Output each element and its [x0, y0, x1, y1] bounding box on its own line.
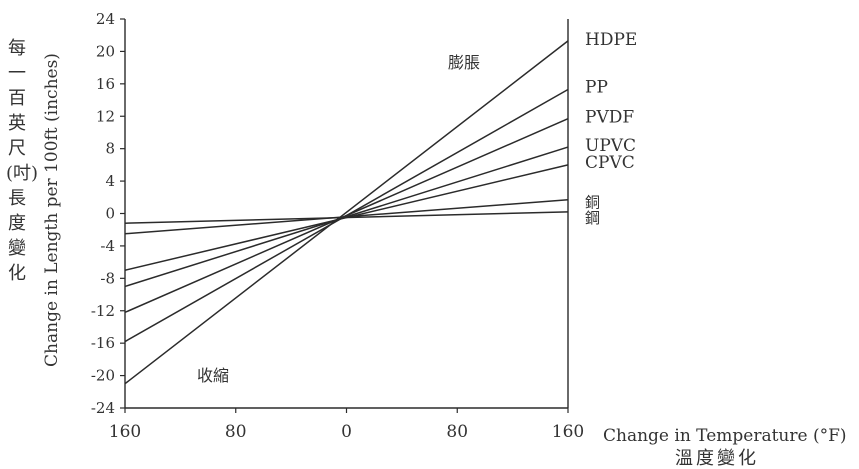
series-label: PVDF	[585, 108, 634, 128]
series-label: 鋼	[585, 209, 600, 227]
series-line-鋼	[124, 211, 569, 224]
x-axis-title: Change in Temperature (°F)	[603, 426, 847, 446]
y-tick-label: 24	[96, 10, 115, 28]
y-tick-label: 16	[96, 75, 115, 93]
x-axis: 160 80 0 80 160	[109, 408, 584, 442]
y-tick-label: 0	[105, 205, 115, 223]
y-tick-label: -16	[91, 334, 115, 352]
series-label: UPVC	[585, 136, 636, 156]
x-tick-label: 160	[109, 422, 141, 442]
annotation-expansion: 膨脹	[448, 53, 480, 72]
y-tick-label: 12	[96, 107, 115, 125]
y-axis: 24 20 16 12 8 4 0 -4 -8 -12 -16 -20 -24	[91, 10, 125, 417]
y-tick-label: 8	[105, 140, 115, 158]
y-tick-label: 20	[96, 42, 115, 60]
x-tick-label: 80	[446, 422, 468, 442]
series-label: PP	[585, 78, 608, 98]
x-axis-title-cjk: 溫度變化	[675, 448, 759, 469]
x-tick-label: 80	[225, 422, 247, 442]
y-tick-label: -8	[100, 269, 115, 287]
y-tick-label: -20	[91, 367, 115, 385]
series-lines	[124, 40, 569, 385]
x-tick-label: 160	[552, 422, 584, 442]
y-tick-label: 4	[105, 172, 115, 190]
x-tick-label: 0	[341, 422, 352, 442]
y-tick-label: -4	[100, 237, 115, 255]
series-line-銅	[124, 198, 569, 235]
y-tick-label: -24	[91, 399, 115, 417]
series-label: 銅	[585, 194, 600, 212]
annotation-contraction: 收縮	[197, 366, 229, 385]
y-axis-title: Change in Length per 100ft (inches)	[42, 53, 62, 367]
series-label: CPVC	[585, 153, 635, 173]
series-line-HDPE	[124, 40, 569, 385]
y-axis-title-cjk: 每一百英尺(吋)長度變化	[6, 38, 39, 284]
series-line-PVDF	[124, 117, 569, 314]
series-label: HDPE	[585, 30, 637, 50]
y-tick-label: -12	[91, 302, 115, 320]
